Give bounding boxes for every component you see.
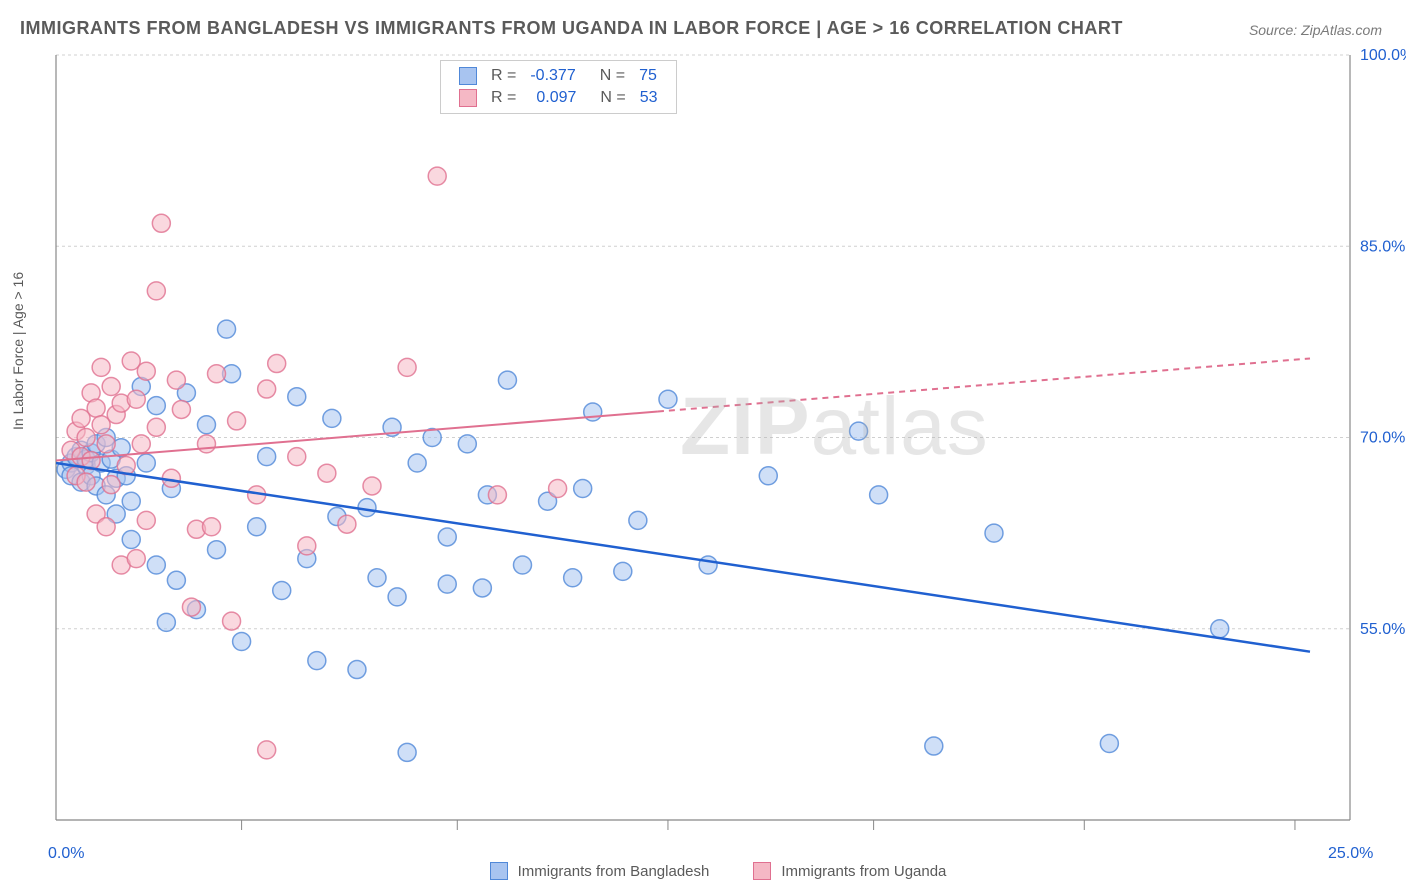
- r-value-bangladesh: -0.377: [530, 67, 575, 85]
- swatch-uganda: [459, 89, 477, 107]
- svg-text:70.0%: 70.0%: [1360, 430, 1405, 447]
- n-label: N =: [600, 89, 625, 107]
- stat-row-bangladesh: R = -0.377 N = 75: [459, 67, 658, 85]
- n-value-bangladesh: 75: [639, 67, 657, 85]
- stat-row-uganda: R = 0.097 N = 53: [459, 89, 658, 107]
- r-label: R =: [491, 89, 516, 107]
- scatter-plot: 55.0% 70.0% 85.0% 100.0% 0.0% 25.0%: [0, 0, 1406, 892]
- legend-item-bangladesh: Immigrants from Bangladesh: [490, 862, 710, 880]
- n-label: N =: [600, 67, 625, 85]
- legend-item-uganda: Immigrants from Uganda: [753, 862, 946, 880]
- svg-text:85.0%: 85.0%: [1360, 238, 1405, 255]
- swatch-uganda: [753, 862, 771, 880]
- stats-legend: R = -0.377 N = 75 R = 0.097 N = 53: [440, 60, 677, 114]
- swatch-bangladesh: [490, 862, 508, 880]
- legend-label: Immigrants from Bangladesh: [518, 863, 710, 880]
- swatch-bangladesh: [459, 67, 477, 85]
- r-value-uganda: 0.097: [536, 89, 576, 107]
- bottom-legend: Immigrants from Bangladesh Immigrants fr…: [50, 862, 1386, 880]
- n-value-uganda: 53: [640, 89, 658, 107]
- svg-text:0.0%: 0.0%: [48, 845, 84, 862]
- svg-text:55.0%: 55.0%: [1360, 621, 1405, 638]
- legend-label: Immigrants from Uganda: [781, 863, 946, 880]
- svg-text:100.0%: 100.0%: [1360, 47, 1406, 64]
- svg-text:25.0%: 25.0%: [1328, 845, 1373, 862]
- r-label: R =: [491, 67, 516, 85]
